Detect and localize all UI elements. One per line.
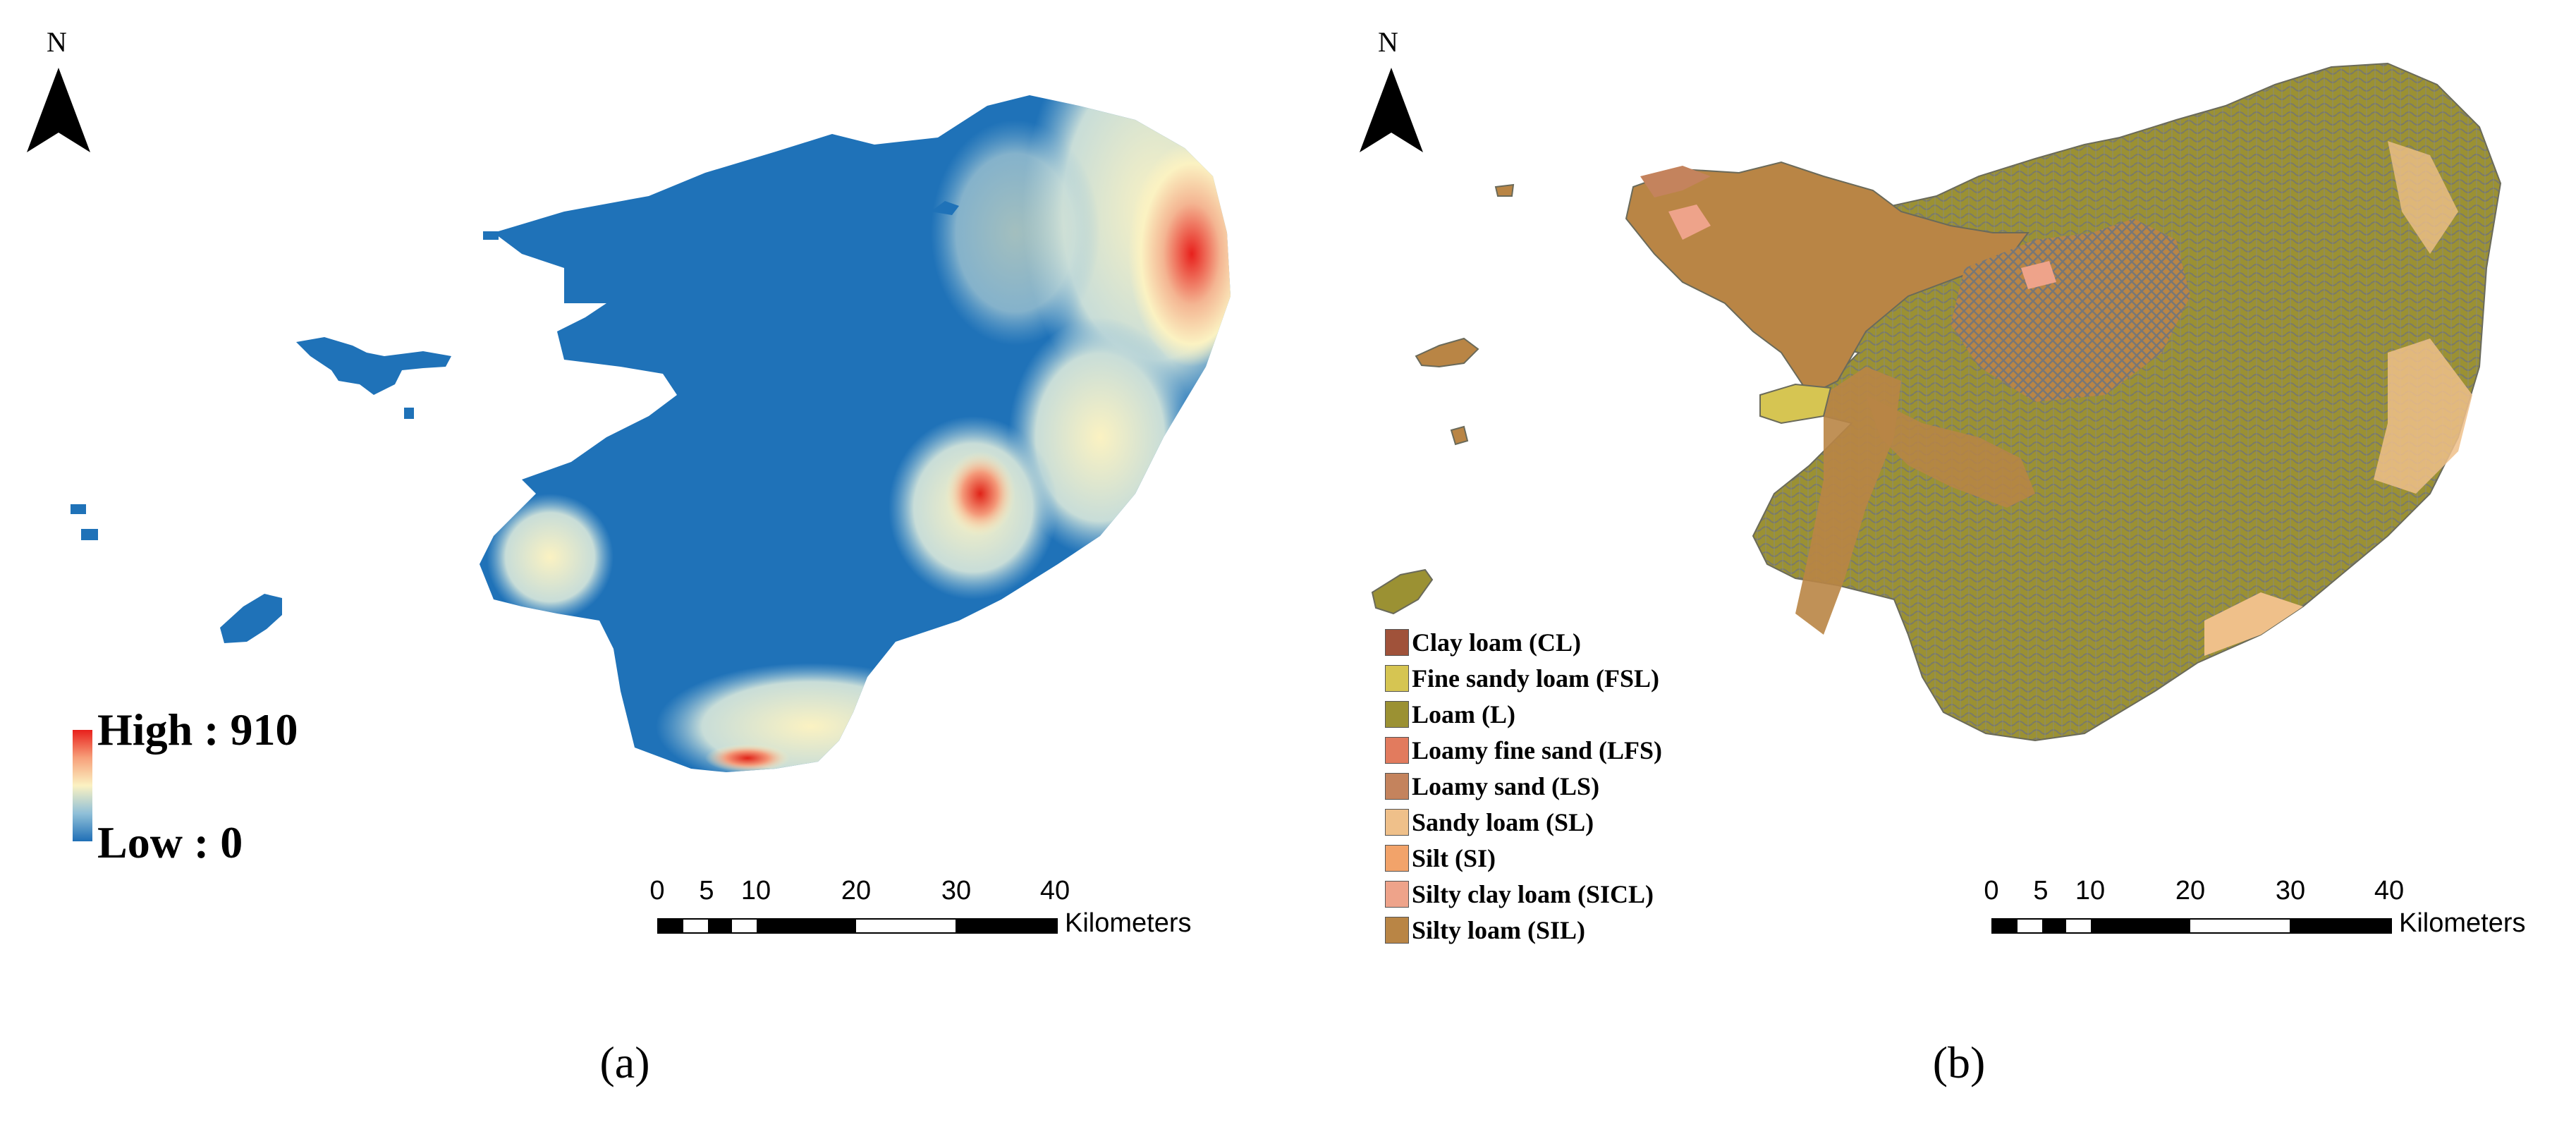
legend-item: Silty loam (SIL) [1385,915,1585,946]
legend-item: Loamy sand (LS) [1385,771,1599,802]
legend-swatch [1385,809,1409,836]
scale-bar-segments [1991,918,2392,934]
legend-item: Silt (SI) [1385,843,1496,874]
scale-tick-label: 10 [740,876,771,905]
legend-item: Clay loam (CL) [1385,627,1581,658]
legend-swatch [1385,737,1409,764]
scale-tick-label: 0 [1984,876,1999,905]
scale-tick-label: 10 [2075,876,2106,905]
legend-label: Silt (SI) [1412,844,1496,872]
scale-tick-label: 40 [2374,876,2405,905]
scale-tick-label: 0 [649,876,665,905]
legend-label: Silty loam (SIL) [1412,916,1586,944]
panel-caption: (b) [1932,1037,1986,1087]
scale-tick-label: 20 [841,876,872,905]
legend-swatch [1385,701,1409,728]
legend-item: Fine sandy loam (FSL) [1385,663,1659,694]
scale-tick-label: 40 [1039,876,1070,905]
north-label: N [47,26,67,58]
scale-tick-label: 30 [941,876,972,905]
north-arrow-icon [1360,68,1423,152]
elevation-map [71,95,1231,772]
scale-unit-label: Kilometers [1065,908,1192,938]
legend-label: Sandy loam (SL) [1412,808,1594,836]
scale-tick-label: 30 [2275,876,2306,905]
north-label: N [1378,26,1398,58]
legend-swatch [1385,881,1409,908]
legend-label: Loam (L) [1412,700,1515,728]
legend-label: Clay loam (CL) [1412,628,1581,657]
legend-swatch [1385,665,1409,692]
panel-b: N [1288,0,2576,1122]
legend-label: Loamy fine sand (LFS) [1412,736,1663,764]
scale-bar-segments [657,918,1058,934]
legend-swatch [1385,845,1409,872]
legend-item: Sandy loam (SL) [1385,807,1594,838]
panel-a: N [27,26,1231,1087]
legend-item: Loam (L) [1385,699,1515,730]
panel-caption: (a) [599,1037,650,1087]
legend-low-label: Low : 0 [97,817,243,867]
elevation-colorbar [73,730,92,841]
legend-high-label: High : 910 [97,705,298,755]
legend-item: Silty clay loam (SICL) [1385,879,1654,910]
scale-unit-label: Kilometers [2399,908,2526,938]
north-arrow-icon [27,68,90,152]
legend-label: Silty clay loam (SICL) [1412,880,1654,908]
scale-tick-label: 20 [2175,876,2206,905]
legend-swatch [1385,629,1409,656]
soil-texture-map [1371,62,2502,742]
scale-tick-label: 5 [699,876,714,905]
scale-tick-label: 5 [2033,876,2049,905]
legend-label: Loamy sand (LS) [1412,772,1600,800]
legend-swatch [1385,917,1409,944]
legend-label: Fine sandy loam (FSL) [1412,664,1660,693]
legend-item: Loamy fine sand (LFS) [1385,735,1662,766]
legend-swatch [1385,773,1409,800]
